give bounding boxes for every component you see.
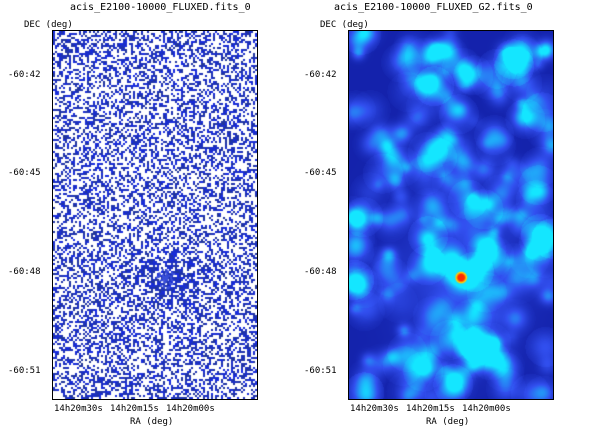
raw-dec-axis-label: DEC (deg): [24, 20, 73, 30]
smoothed-image-title: acis_E2100-10000_FLUXED_G2.fits_0: [334, 2, 533, 13]
raw-dec-tick-1: -60:42: [8, 70, 41, 80]
raw-ra-axis-label: RA (deg): [130, 417, 174, 427]
raw-image-frame[interactable]: [52, 30, 258, 400]
smoothed-dec-axis-label: DEC (deg): [320, 20, 369, 30]
smoothed-dec-tick-2: -60:45: [304, 168, 337, 178]
smoothed-ra-axis-label: RA (deg): [426, 417, 470, 427]
raw-ra-tick-3: 14h20m00s: [166, 404, 215, 414]
raw-image-canvas[interactable]: [53, 31, 257, 399]
smoothed-dec-tick-1: -60:42: [304, 70, 337, 80]
smoothed-image-canvas[interactable]: [349, 31, 553, 399]
smoothed-dec-tick-3: -60:48: [304, 267, 337, 277]
smoothed-ra-tick-2: 14h20m15s: [406, 404, 455, 414]
raw-ra-tick-1: 14h20m30s: [54, 404, 103, 414]
smoothed-image-frame[interactable]: [348, 30, 554, 400]
smoothed-ra-tick-1: 14h20m30s: [350, 404, 399, 414]
raw-dec-tick-4: -60:51: [8, 366, 41, 376]
raw-image-title: acis_E2100-10000_FLUXED.fits_0: [70, 2, 251, 13]
raw-ra-tick-2: 14h20m15s: [110, 404, 159, 414]
smoothed-dec-tick-4: -60:51: [304, 366, 337, 376]
raw-dec-tick-3: -60:48: [8, 267, 41, 277]
raw-dec-tick-2: -60:45: [8, 168, 41, 178]
smoothed-ra-tick-3: 14h20m00s: [462, 404, 511, 414]
